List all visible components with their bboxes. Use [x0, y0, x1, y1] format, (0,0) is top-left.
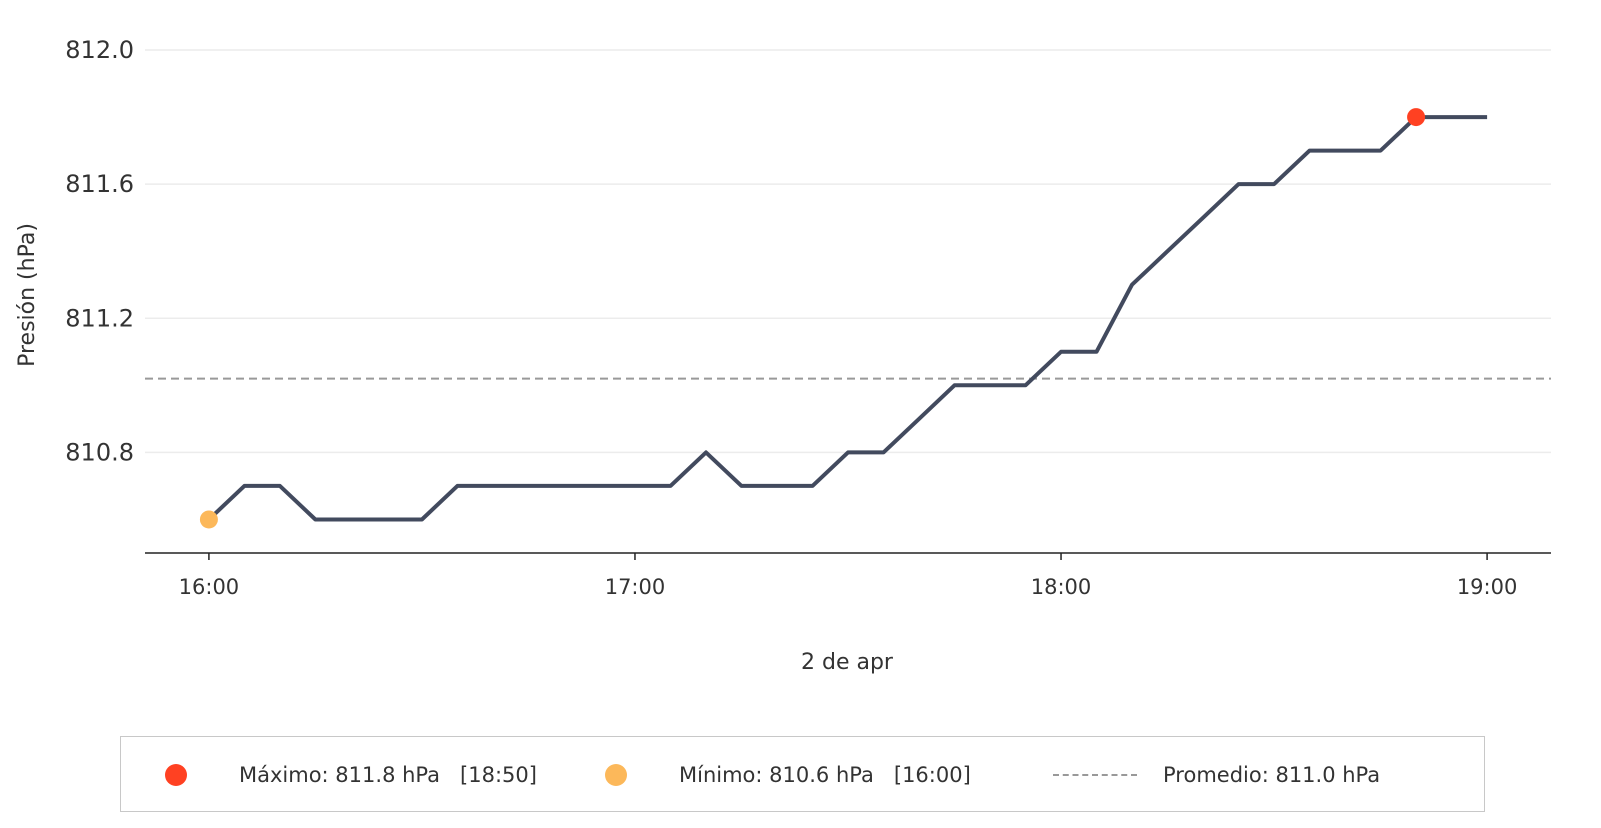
x-axis: 16:00 17:00 18:00 19:00 [179, 553, 1518, 599]
y-tick-label: 811.2 [65, 304, 134, 332]
legend: Máximo: 811.8 hPa [18:50] Mínimo: 810.6 … [120, 736, 1485, 812]
legend-item-min: Mínimo: 810.6 hPa [16:00] [605, 737, 971, 813]
x-tick-label: 19:00 [1457, 575, 1518, 599]
x-tick-label: 18:00 [1031, 575, 1092, 599]
x-tick-label: 17:00 [605, 575, 666, 599]
max-dot-icon [165, 764, 187, 786]
y-tick-label: 811.6 [65, 170, 134, 198]
min-marker [199, 510, 218, 529]
y-tick-label: 812.0 [65, 36, 134, 64]
legend-item-mean: Promedio: 811.0 hPa [1053, 737, 1380, 813]
x-tick-label: 16:00 [179, 575, 240, 599]
x-axis-label: 2 de apr [801, 650, 894, 675]
legend-mean-label: Promedio: 811.0 hPa [1163, 763, 1381, 787]
max-marker [1407, 108, 1426, 127]
pressure-chart: 810.8 811.2 811.6 812.0 16:00 17:00 18:00 19:0… [15, 36, 1551, 675]
min-dot-icon [605, 764, 627, 786]
y-axis-label: Presión (hPa) [15, 223, 40, 367]
pressure-series-line [207, 115, 1488, 522]
legend-max-label: Máximo: 811.8 hPa [18:50] [239, 763, 537, 787]
legend-item-max: Máximo: 811.8 hPa [18:50] [165, 737, 537, 813]
y-tick-label: 810.8 [65, 438, 134, 466]
dashed-line-icon [1053, 774, 1137, 776]
grid-lines [145, 49, 1551, 454]
y-axis: 810.8 811.2 811.6 812.0 [65, 36, 134, 466]
legend-min-label: Mínimo: 810.6 hPa [16:00] [679, 763, 971, 787]
